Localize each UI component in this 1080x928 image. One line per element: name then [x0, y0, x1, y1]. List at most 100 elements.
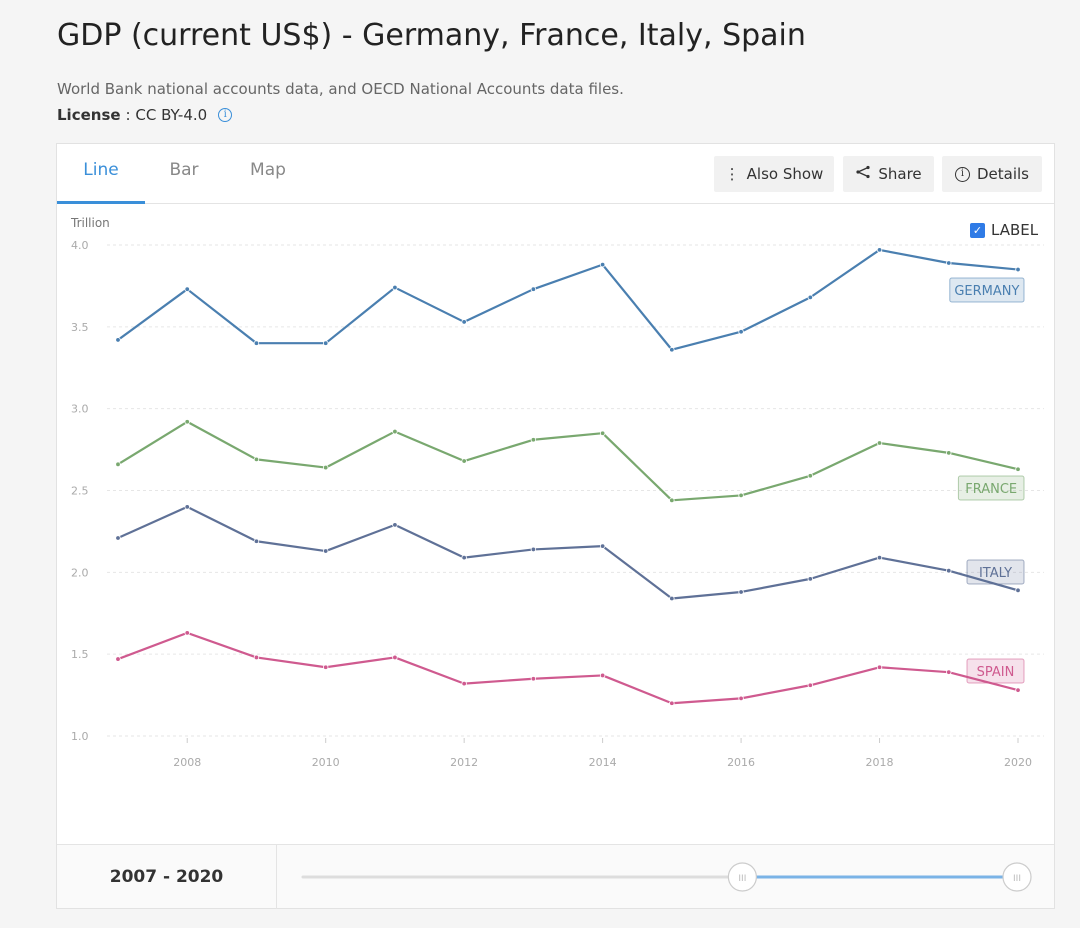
y-tick-label: 2.5: [71, 485, 89, 498]
data-point: [253, 340, 260, 346]
data-point: [669, 347, 675, 353]
data-point: [599, 543, 606, 549]
series-label-text: SPAIN: [977, 665, 1015, 680]
also-show-button[interactable]: ⋮ Also Show: [714, 156, 834, 192]
page-title: GDP (current US$) - Germany, France, Ita…: [57, 18, 806, 53]
range-bar: 2007 - 2020 III III: [57, 844, 1054, 909]
series-label-text: ITALY: [979, 566, 1012, 581]
data-point: [184, 419, 190, 425]
data-point: [599, 672, 606, 679]
data-point: [461, 680, 467, 687]
data-point: [392, 522, 398, 528]
data-point: [876, 247, 883, 253]
data-point: [253, 654, 260, 661]
data-point: [876, 440, 883, 446]
y-tick-label: 2.0: [71, 566, 89, 579]
data-point: [461, 458, 467, 464]
data-point: [669, 700, 675, 706]
tab-bar: Line Bar Map ⋮ Also Show Share i Details: [57, 144, 1054, 204]
tab-bar-chart[interactable]: Bar: [169, 160, 199, 180]
slider-handle-end[interactable]: [1002, 862, 1032, 892]
data-point: [599, 430, 606, 436]
data-point: [1015, 687, 1021, 693]
y-tick-label: 3.5: [71, 321, 89, 334]
data-point: [322, 548, 329, 554]
series-label-box: [966, 658, 1025, 684]
data-point: [946, 669, 952, 675]
data-point: [115, 535, 121, 541]
x-tick-label: 2018: [866, 756, 894, 769]
data-point: [807, 682, 814, 688]
series-line-italy: [117, 505, 1019, 600]
data-point: [738, 329, 744, 335]
series-end-label-italy: ITALY: [966, 559, 1025, 585]
data-point: [184, 286, 190, 292]
grip-icon: III: [1013, 874, 1021, 884]
series-line-france: [117, 420, 1019, 502]
data-point: [738, 492, 744, 499]
y-tick-label: 1.0: [71, 730, 89, 743]
data-point: [322, 664, 329, 670]
series-label-box: [966, 559, 1025, 585]
data-point: [115, 656, 121, 662]
x-tick-label: 2008: [173, 756, 201, 769]
data-point: [392, 654, 398, 661]
series-line-germany: [117, 248, 1019, 351]
share-icon: [855, 165, 871, 183]
also-show-label: Also Show: [746, 165, 824, 183]
grip-icon: III: [738, 874, 746, 884]
label-toggle-text: LABEL: [991, 221, 1039, 239]
x-tick-label: 2012: [450, 756, 478, 769]
data-point: [392, 428, 398, 435]
data-point: [946, 567, 952, 574]
series-label-box: [957, 475, 1025, 501]
checkbox-checked-icon[interactable]: ✓: [970, 222, 985, 238]
series-end-label-spain: SPAIN: [966, 658, 1025, 684]
data-point: [946, 260, 952, 266]
series-end-label-france: FRANCE: [957, 475, 1025, 501]
data-point: [322, 340, 329, 346]
details-label: Details: [976, 165, 1029, 183]
data-point: [807, 294, 814, 301]
data-point: [738, 589, 744, 595]
license-value: : CC BY-4.0: [125, 106, 208, 124]
share-button[interactable]: Share: [843, 156, 934, 192]
info-icon[interactable]: i: [218, 108, 233, 122]
data-point: [1015, 466, 1021, 472]
series-label-text: FRANCE: [965, 482, 1017, 497]
tab-map[interactable]: Map: [250, 160, 286, 180]
y-tick-label: 4.0: [71, 239, 89, 252]
license-line: License : CC BY-4.0 i: [57, 106, 233, 124]
tab-line[interactable]: Line: [57, 144, 145, 204]
series-label-text: GERMANY: [954, 284, 1019, 299]
y-tick-label: 3.0: [71, 403, 89, 416]
data-point: [253, 538, 260, 544]
data-point: [461, 554, 467, 561]
data-point: [184, 504, 190, 510]
y-tick-label: 1.5: [71, 648, 89, 661]
year-range-label: 2007 - 2020: [57, 845, 277, 909]
data-point: [807, 576, 814, 582]
range-slider[interactable]: III III: [57, 845, 1054, 909]
data-point: [115, 461, 121, 468]
details-button[interactable]: i Details: [942, 156, 1042, 192]
details-info-icon: i: [954, 166, 970, 182]
data-point: [807, 473, 814, 479]
data-point: [530, 546, 537, 553]
source-note: World Bank national accounts data, and O…: [57, 80, 624, 98]
data-point: [738, 695, 744, 702]
data-point: [946, 450, 952, 456]
data-point: [530, 286, 537, 292]
series-end-label-germany: GERMANY: [949, 277, 1025, 303]
data-point: [599, 261, 606, 268]
data-point: [253, 456, 260, 463]
data-point: [530, 676, 537, 682]
data-point: [876, 554, 883, 561]
slider-handle-start[interactable]: [727, 862, 757, 892]
data-point: [669, 497, 675, 504]
label-toggle[interactable]: ✓ LABEL: [970, 221, 1038, 239]
series-label-box: [949, 277, 1025, 303]
x-tick-label: 2010: [312, 756, 340, 769]
data-point: [876, 664, 883, 670]
data-point: [115, 337, 121, 343]
